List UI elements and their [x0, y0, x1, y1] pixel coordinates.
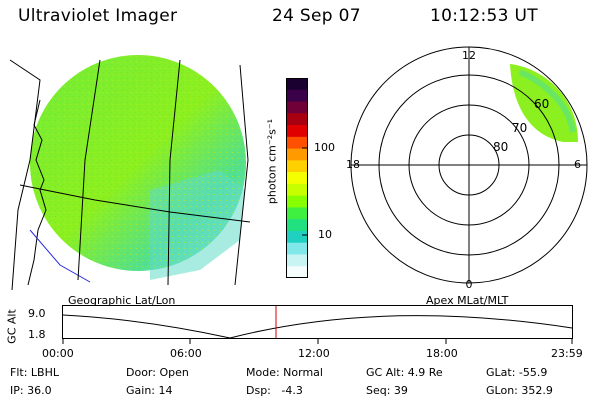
colorbar — [286, 78, 308, 278]
colorbar-band — [286, 266, 308, 278]
info-door: Door: Open — [126, 366, 189, 379]
info-mode: Mode: Normal — [246, 366, 323, 379]
colorbar-band — [286, 207, 308, 220]
lat-label-70: 70 — [512, 121, 527, 135]
altitude-plot — [62, 305, 573, 344]
date-label: 24 Sep 07 — [272, 6, 361, 26]
lat-label-80: 80 — [493, 140, 508, 154]
colorbar-band — [286, 136, 308, 150]
polar-plot: 12 18 6 0 60 70 80 — [346, 46, 588, 290]
colorbar-band — [286, 230, 308, 244]
colorbar-band — [286, 195, 308, 208]
coastline — [27, 99, 47, 286]
info-glon: GLon: 352.9 — [486, 384, 553, 397]
geographic-image — [9, 55, 251, 290]
colorbar-band — [286, 101, 308, 114]
info-dsp: Dsp: -4.3 — [246, 384, 303, 397]
colorbar-tick-100: 100 — [314, 141, 335, 154]
lat-label-60: 60 — [534, 97, 549, 111]
colorbar-band — [286, 172, 308, 185]
polar-grid — [350, 46, 588, 284]
colorbar-band — [286, 148, 308, 161]
mlt-label-18: 18 — [346, 158, 360, 171]
colorbar-band — [286, 242, 308, 255]
altitude-curve — [62, 314, 573, 339]
colorbar-band — [286, 183, 308, 197]
colorbar-tick-10: 10 — [318, 228, 332, 241]
info-ip: IP: 36.0 — [10, 384, 52, 397]
altitude-xtick-4: 23:59 — [551, 347, 583, 360]
colorbar-band — [286, 219, 308, 232]
time-label: 10:12:53 UT — [430, 6, 538, 26]
image-noise — [30, 55, 246, 271]
altitude-xtick-1: 06:00 — [170, 347, 202, 360]
colorbar-band — [286, 254, 308, 267]
altitude-ytick-max: 9.0 — [28, 307, 46, 320]
colorbar-band — [286, 125, 308, 138]
latlon-grid — [9, 59, 251, 290]
altitude-xtick-2: 12:00 — [298, 347, 330, 360]
info-glat: GLat: -55.9 — [486, 366, 548, 379]
altitude-xtick-0: 00:00 — [42, 347, 74, 360]
info-gain: Gain: 14 — [126, 384, 173, 397]
altitude-ytick-min: 1.8 — [28, 328, 46, 341]
mlt-label-6: 6 — [574, 158, 581, 171]
colorbar-unit-label: photon cm⁻²s⁻¹ — [265, 118, 279, 205]
colorbar-band — [286, 78, 308, 91]
mlt-label-12: 12 — [462, 49, 476, 62]
info-seq: Seq: 39 — [366, 384, 408, 397]
auroral-patch — [510, 64, 578, 142]
colorbar-band — [286, 89, 308, 103]
altitude-xtick-3: 18:00 — [426, 347, 458, 360]
altitude-ylabel: GC Alt — [5, 309, 19, 344]
colorbar-band — [286, 160, 308, 173]
info-flt: Flt: LBHL — [10, 366, 59, 379]
mlt-label-0: 0 — [466, 278, 473, 290]
geographic-label: Geographic Lat/Lon — [68, 294, 176, 307]
info-gcalt: GC Alt: 4.9 Re — [366, 366, 443, 379]
instrument-title: Ultraviolet Imager — [18, 6, 178, 26]
apex-label: Apex MLat/MLT — [426, 294, 509, 307]
colorbar-band — [286, 113, 308, 126]
terminator-line — [29, 229, 91, 283]
